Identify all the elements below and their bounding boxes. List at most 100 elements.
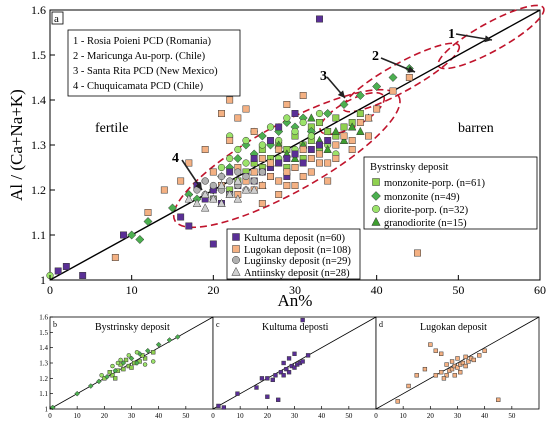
lugokan-deposit-point [218,110,225,117]
subplot-point [422,366,428,372]
subplot-point [235,391,240,396]
lugokan-deposit-point [209,168,217,176]
subplot-x-tick-label: 50 [508,412,516,420]
subplot-point [74,390,80,397]
arrow-head-4 [195,182,202,190]
subplot-x-tick-label: 20 [427,412,435,420]
monzonite-point [135,234,145,245]
subplot-point [300,317,305,323]
kultuma-deposit-point [54,267,62,275]
subplot-point [281,373,286,378]
subplot-point [110,363,115,369]
subplot-point [120,360,127,366]
subplot-point [406,383,411,389]
subplot-trend-line [375,316,540,410]
subplot-point [292,351,297,356]
subplot-point [151,350,156,355]
subplot-kultuma: c Kultuma deposti 0 10 20 30 40 50 [211,316,377,420]
kultuma-deposit-point [283,155,291,162]
subplot-point [433,373,438,378]
x-tick-label: 40 [371,283,383,297]
diorite-porp-point [299,118,307,127]
antiinsky-deposit-point [200,189,210,198]
subplot-y-tick-label: 1 [45,406,49,414]
subplot-point [463,354,468,360]
diorite-porp-point [226,154,234,163]
subplot-point [496,397,501,402]
panel-label-a: a [54,13,59,25]
subplot-point [150,359,156,364]
lugokan-deposit-point [405,74,413,81]
subplot-point [455,356,460,361]
lugokan-deposit-point [291,164,299,171]
subplot-point [144,347,151,354]
antiinsky-deposit-point [233,194,243,203]
legend-item-antiinsky: Antiinsky deposit (n=28) [244,268,350,279]
lugokan-deposit-point [258,200,266,207]
reference-deposit-2: 2 - Maricunga Au-porp. (Chile) [73,51,206,62]
subplot-title-c: Kultuma deposti [262,322,329,333]
subplot-point [428,342,433,347]
panel-label-box [51,11,64,25]
subplot-y-tick-label: 1.5 [39,329,48,337]
lugiinsky-deposit-point [250,177,258,185]
lugokan-deposit-point [316,159,323,167]
subplot-x-tick-label: 40 [481,412,489,420]
lugokan-deposit-point [332,155,340,162]
arrow-head-2 [407,66,415,73]
antiinsky-deposit-point [217,180,226,189]
lugokan-deposit-point [299,146,307,153]
lugokan-deposit-point [307,155,315,162]
legend-marker-antiinsky-deposit [231,266,241,276]
antiinsky-deposit-point [209,194,218,203]
subplot-point [216,403,221,409]
kultuma-deposit-point [209,240,217,248]
antiinsky-deposit-point [217,198,226,207]
subplot-point [414,373,419,378]
lugokan-deposit-point [324,177,332,185]
subplot-point [96,378,102,385]
kultuma-deposit-point [299,159,307,167]
kultuma-deposit-point [185,222,193,230]
subplot-point [134,360,140,366]
lugokan-deposit-point [144,209,152,216]
granodiorite-point [323,144,332,153]
legend-marker-monzonite-porp [372,178,380,186]
kultuma-deposit-point [177,213,185,221]
subplot-title-d: Lugokan deposit [420,322,487,333]
lugiinsky-deposit-point [209,181,217,190]
lugokan-deposit-point [373,105,381,113]
monzonite-porp-point [324,128,332,135]
lugiinsky-deposit-point [226,177,234,185]
lugokan-deposit-point [234,114,242,122]
legend-marker-granodiorite [371,216,381,226]
subplot-point [121,366,126,372]
kultuma-deposit-point [120,231,127,239]
lugokan-deposit-point [275,146,283,153]
lugokan-deposit-point [389,87,397,95]
legend-item-monzonite-porp: monzonite-porp. (n=61) [384,178,485,189]
main-scatter-plot: 0 10 20 30 40 50 60 1 1.1 1.2 1.3 1.4 1.5 1.6 a 1 - … [7,3,546,310]
subplot-x-tick-label: 30 [454,412,462,420]
x-axis-label: An% [278,291,313,310]
lugokan-deposit-point [365,132,372,140]
kultuma-deposit-point [307,146,315,153]
subplot-point [286,370,292,375]
lugokan-deposit-point [111,254,119,261]
lugokan-deposit-point [283,182,291,189]
subplot-point [265,376,270,381]
reference-ellipse-4 [172,88,401,229]
subplot-point [110,373,115,378]
subplot-point [286,356,292,361]
subplot-point [276,397,281,402]
subplot-trend-line [212,316,377,410]
lugokan-deposit-point [299,92,307,99]
subplot-x-tick-label: 10 [74,412,82,420]
subplot-point [142,362,148,367]
kultuma-deposit-point [226,168,234,176]
kultuma-deposit-point [324,137,332,144]
legend-marker-kultuma-deposit [232,233,240,241]
subplot-point [174,334,181,340]
lugokan-deposit-point [185,159,193,167]
lugokan-deposit-point [258,155,266,162]
